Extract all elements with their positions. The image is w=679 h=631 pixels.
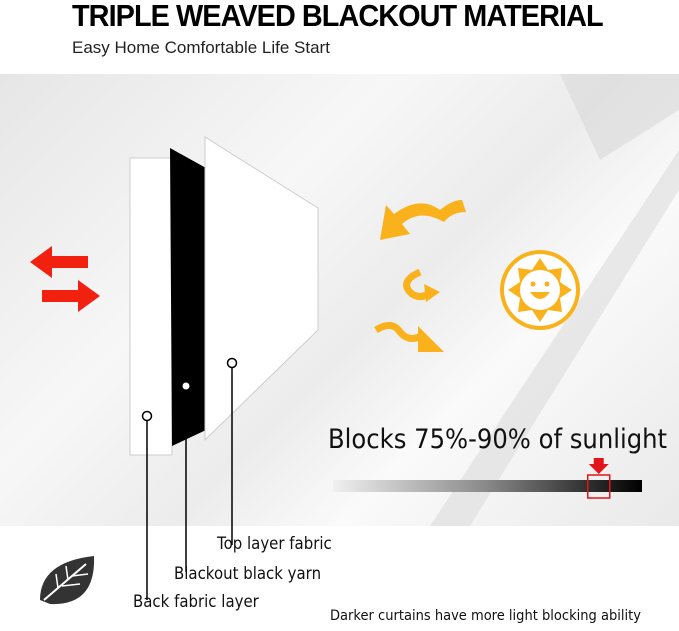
sunlight-blocking-label: Blocks 75%-90% of sunlight bbox=[328, 424, 668, 455]
layer-dot bbox=[141, 410, 153, 422]
fabric-fold bbox=[430, 150, 679, 526]
layer-dot bbox=[182, 382, 190, 390]
leaf-icon bbox=[40, 556, 95, 605]
wavy-arrow-icon bbox=[374, 322, 427, 342]
page-subtitle: Easy Home Comfortable Life Start bbox=[72, 38, 330, 57]
sun-smile-icon bbox=[500, 250, 580, 330]
fabric-fold bbox=[560, 74, 679, 160]
scale-marker bbox=[586, 458, 611, 499]
top-fabric-layer bbox=[204, 136, 319, 442]
curl-arrow-head bbox=[424, 284, 440, 302]
wavy-arrow-icon bbox=[380, 200, 466, 240]
blackout-yarn-label: Blackout black yarn bbox=[174, 564, 322, 584]
down-arrow-icon bbox=[588, 458, 609, 474]
marker-box bbox=[586, 474, 611, 499]
swap-arrows-icon bbox=[30, 246, 100, 312]
curl-arrow-icon bbox=[403, 268, 433, 301]
wavy-arrow-head bbox=[418, 326, 444, 352]
layer-dot bbox=[226, 357, 238, 369]
back-fabric-layer bbox=[129, 157, 173, 456]
back-layer-label: Back fabric layer bbox=[133, 592, 259, 612]
blackout-yarn-layer bbox=[170, 148, 206, 446]
footer-note: Darker curtains have more light blocking… bbox=[330, 608, 641, 624]
light-blocking-scale bbox=[333, 480, 642, 492]
page-title: TRIPLE WEAVED BLACKOUT MATERIAL bbox=[72, 0, 604, 33]
top-layer-label: Top layer fabric bbox=[217, 534, 332, 554]
